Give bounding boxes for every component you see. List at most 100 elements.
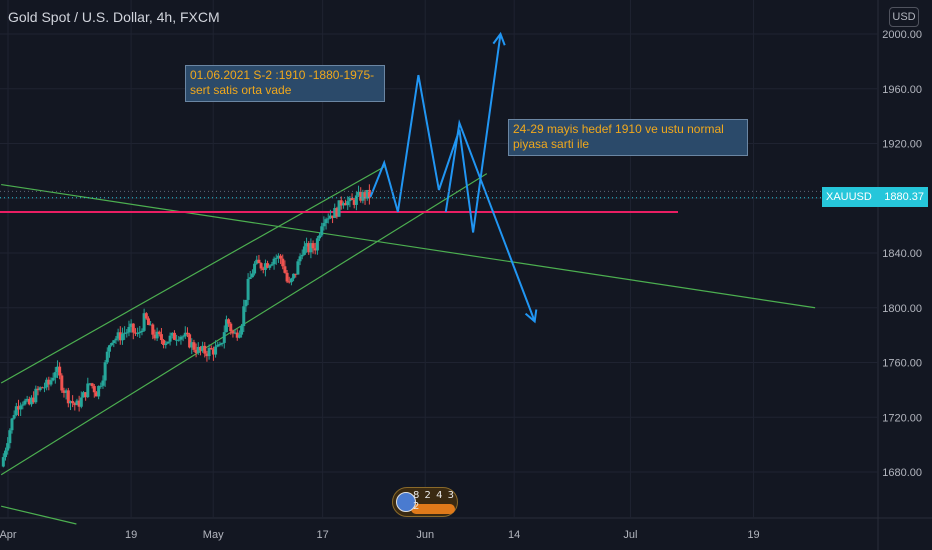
candle-body: [216, 344, 220, 347]
candle-body: [224, 319, 228, 333]
candle-body: [10, 418, 14, 431]
trend-line: [1, 505, 77, 525]
candle-body: [309, 243, 313, 253]
candle-body: [116, 332, 120, 339]
candle-body: [172, 332, 176, 340]
trend-line: [0, 166, 385, 384]
y-axis-labels: 1680.00 1720.00 1760.00 1800.00 1840.00 1880.…: [882, 29, 922, 479]
candle-body: [125, 332, 129, 334]
candle-body: [311, 243, 315, 249]
candle-body: [227, 319, 231, 324]
candle-body: [240, 326, 244, 335]
events-badge[interactable]: 8 2 4 3 2: [392, 487, 458, 517]
badge-flag-bar: [411, 504, 455, 514]
candle-body: [6, 443, 10, 451]
candle-body: [112, 340, 116, 344]
candle-body: [62, 390, 66, 393]
candle-body: [363, 192, 367, 199]
candle-body: [294, 273, 298, 275]
candle-body: [235, 332, 239, 338]
candle-body: [12, 415, 16, 419]
candle-body: [331, 215, 335, 218]
y-tick-label: 1840.00: [882, 248, 922, 260]
candle-body: [175, 339, 179, 341]
candle-body: [237, 334, 241, 338]
candle-body: [101, 380, 105, 386]
projection-path-down-arrowhead: [524, 309, 538, 324]
candle-body: [68, 401, 72, 404]
candle-body: [220, 342, 224, 345]
candle-body: [315, 238, 319, 251]
candle-body: [302, 246, 306, 255]
candle-body: [133, 332, 137, 334]
annotation-note-1[interactable]: 01.06.2021 S-2 :1910 -1880-1975- sert sa…: [185, 65, 385, 102]
trend-line: [1, 183, 816, 309]
candle-body: [274, 257, 278, 259]
candle-body: [77, 400, 81, 407]
candle-body: [60, 375, 64, 391]
candle-body: [352, 200, 356, 205]
last-price-line: [0, 190, 878, 199]
candle-body: [350, 198, 354, 201]
price-tag-value: 1880.37: [884, 191, 924, 203]
candle-body: [305, 243, 309, 247]
candle-body: [94, 392, 98, 397]
candle-body: [198, 346, 202, 351]
candle-body: [344, 203, 348, 206]
trend-channel-lines: [0, 166, 816, 525]
candle-body: [32, 397, 36, 403]
candle-body: [233, 332, 237, 334]
candle-body: [81, 392, 85, 398]
candle-body: [322, 223, 326, 227]
candle-body: [88, 383, 92, 385]
candle-body: [73, 403, 77, 406]
candle-body: [188, 334, 192, 348]
candle-body: [339, 200, 343, 206]
candle-body: [140, 330, 144, 333]
candle-body: [324, 219, 328, 224]
candle-body: [153, 334, 157, 339]
candle-body: [218, 344, 222, 346]
candle-body: [138, 332, 142, 334]
candle-body: [300, 254, 304, 257]
candle-body: [53, 372, 57, 378]
candle-body: [120, 333, 124, 341]
candle-body: [1, 457, 5, 467]
flag-icon: [396, 492, 416, 512]
candle-body: [19, 405, 23, 410]
currency-button[interactable]: USD: [889, 7, 919, 27]
projection-path-up: [369, 33, 502, 233]
candle-body: [313, 248, 317, 251]
x-tick-label: 19: [125, 529, 137, 541]
candle-body: [307, 243, 311, 253]
candle-body: [214, 346, 218, 355]
x-tick-label: 14: [508, 529, 520, 541]
candle-body: [367, 189, 371, 198]
candle-body: [164, 343, 168, 346]
candle-body: [255, 259, 259, 264]
candle-body: [36, 388, 40, 391]
projection-paths: [369, 31, 538, 324]
candle-body: [142, 313, 146, 331]
annotation-note-2[interactable]: 24-29 mayis hedef 1910 ve ustu normal pi…: [508, 119, 748, 156]
candle-body: [335, 208, 339, 217]
y-tick-label: 1680.00: [882, 467, 922, 479]
candle-body: [131, 323, 135, 333]
y-tick-label: 1960.00: [882, 84, 922, 96]
x-tick-label: Jul: [623, 529, 637, 541]
candle-body: [47, 379, 51, 385]
x-tick-label: 19: [747, 529, 759, 541]
candle-body: [207, 348, 211, 357]
candle-body: [261, 268, 265, 270]
candle-body: [257, 259, 261, 264]
candle-body: [42, 387, 46, 389]
candle-body: [127, 326, 131, 333]
candle-body: [103, 362, 107, 381]
candle-body: [177, 339, 181, 341]
candle-body: [192, 342, 196, 350]
candle-body: [66, 390, 70, 404]
candle-body: [3, 450, 7, 458]
chart-title: Gold Spot / U.S. Dollar, 4h, FXCM: [8, 9, 220, 25]
